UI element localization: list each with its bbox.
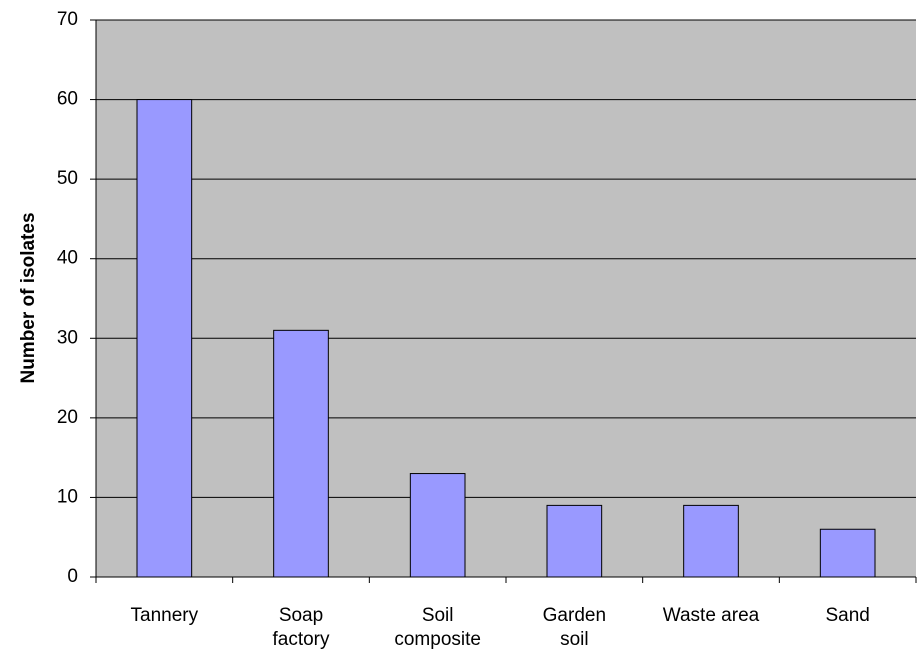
x-tick-label: Soap factory (272, 605, 330, 650)
x-tick-label: Waste area (663, 605, 760, 626)
bar (546, 504, 603, 578)
y-axis-label: Number of isolates (18, 212, 39, 383)
bar (409, 473, 466, 578)
x-tick-label: Garden soil (543, 605, 606, 650)
y-tick-label: 30 (57, 327, 78, 348)
bar (819, 528, 876, 578)
x-tick-label: Tannery (131, 605, 199, 626)
y-tick-label: 40 (57, 248, 78, 269)
bar (273, 329, 329, 578)
x-tick-label: Soil composite (394, 605, 481, 650)
y-tick-label: 60 (57, 89, 78, 110)
bar (683, 504, 739, 578)
x-tick-label: Sand (825, 605, 869, 626)
plot-area (96, 20, 916, 577)
y-tick-label: 70 (57, 9, 78, 30)
y-tick-label: 50 (57, 168, 78, 189)
y-tick-label: 10 (57, 486, 78, 507)
y-tick-label: 20 (57, 407, 78, 428)
bar (136, 99, 193, 578)
y-tick-label: 0 (67, 566, 78, 587)
